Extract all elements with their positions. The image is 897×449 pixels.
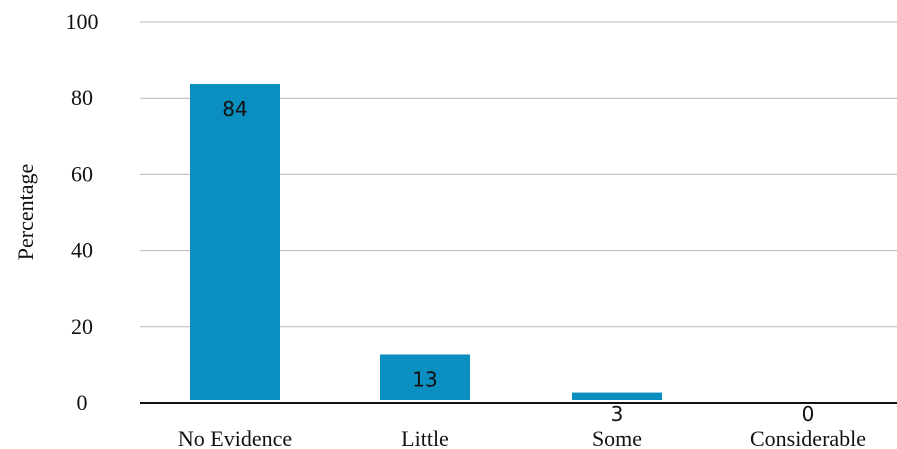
x-axis-categories: No Evidence Little Some Considerable [178,426,866,449]
bar-little [380,354,470,400]
y-tick-label: 60 [71,161,93,186]
x-category-label: No Evidence [178,426,292,449]
bar-no-evidence [190,83,280,401]
data-labels: 84 13 3 0 [222,97,814,426]
bars [190,83,662,401]
y-tick-label: 0 [77,390,88,415]
y-tick-label: 40 [71,238,93,263]
data-label: 3 [611,402,624,426]
y-tick-label: 80 [71,85,93,110]
x-category-label: Some [592,426,642,449]
y-tick-label: 20 [71,314,93,339]
y-tick-label: 100 [66,9,99,34]
data-label: 0 [802,402,815,426]
y-axis-label: Percentage [13,164,38,261]
data-label: 84 [222,97,247,121]
x-category-label: Little [401,426,449,449]
x-category-label: Considerable [750,426,866,449]
bar-some [572,392,662,400]
data-label: 13 [412,367,437,391]
y-axis-ticks: 0 20 40 60 80 100 [66,9,99,415]
